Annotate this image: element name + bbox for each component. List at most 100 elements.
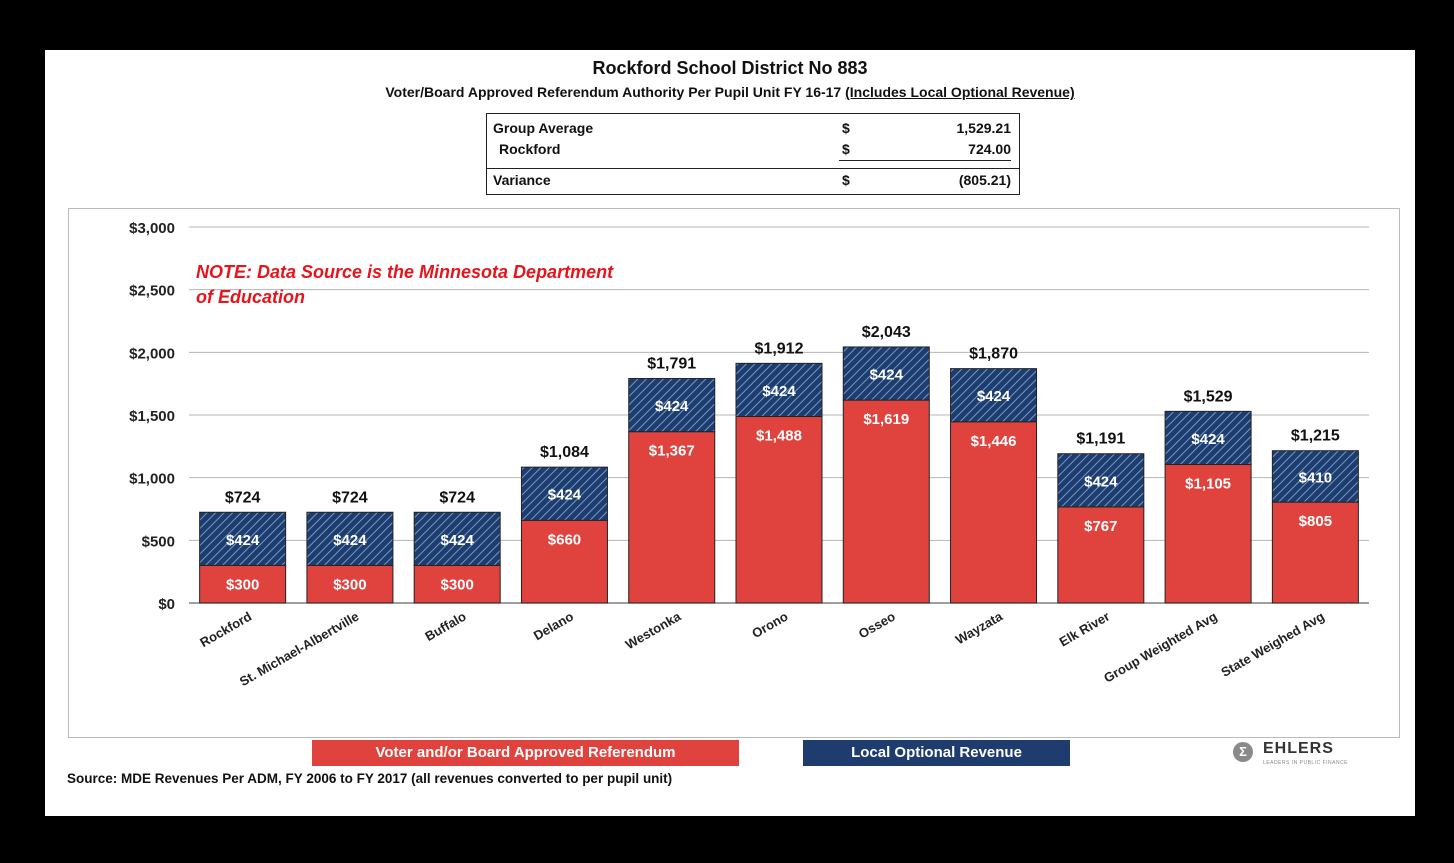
total-label: $724 (439, 489, 475, 506)
y-tick-label: $2,500 (129, 283, 175, 300)
summary-amount: 724.00 (968, 141, 1011, 157)
summary-label: Group Average (493, 120, 594, 136)
total-label: $1,870 (969, 346, 1018, 363)
bar-referendum (1164, 464, 1252, 604)
summary-row-rockford: Rockford $ 724.00 (487, 141, 1019, 161)
total-label: $1,912 (755, 340, 804, 357)
chart-title: Rockford School District No 883 (592, 58, 868, 78)
data-label-local-optional-revenue: $424 (977, 388, 1011, 405)
x-tick-label: Buffalo (422, 609, 468, 644)
bar-referendum (950, 421, 1038, 604)
bar-referendum (520, 519, 608, 604)
data-label-referendum: $1,446 (971, 433, 1017, 450)
legend-local-optional-revenue: Local Optional Revenue (803, 740, 1070, 766)
bar-referendum (842, 399, 930, 604)
summary-dollar: $ (842, 172, 850, 188)
bar-local-optional-revenue (628, 378, 716, 433)
legend-referendum: Voter and/or Board Approved Referendum (312, 740, 739, 766)
summary-table: Group Average $ 1,529.21 Rockford $ 724.… (486, 113, 1020, 195)
data-label-local-optional-revenue: $424 (548, 487, 582, 504)
data-label-referendum: $1,105 (1185, 476, 1231, 493)
x-tick-label: St. Michael-Albertville (237, 609, 361, 690)
total-label: $1,215 (1291, 428, 1340, 445)
summary-amount: 1,529.21 (956, 120, 1012, 136)
bar-referendum (1271, 501, 1359, 604)
x-tick-label: State Weighed Avg (1218, 609, 1326, 680)
bar-local-optional-revenue (1164, 410, 1252, 466)
logo-wordmark: EHLERS (1263, 740, 1334, 757)
logo-tagline: LEADERS IN PUBLIC FINANCE (1263, 760, 1349, 766)
bar-local-optional-revenue (842, 346, 930, 401)
summary-dollar: $ (842, 120, 850, 136)
chart-subtitle: Voter/Board Approved Referendum Authorit… (45, 84, 1415, 100)
data-label-referendum: $300 (440, 576, 473, 593)
data-label-local-optional-revenue: $424 (1084, 473, 1118, 490)
report-page: Rockford School District No 883 Voter/Bo… (45, 50, 1415, 816)
total-label: $724 (225, 489, 261, 506)
x-tick-label: Delano (531, 609, 576, 644)
data-label-referendum: $300 (333, 576, 366, 593)
summary-dollar: $ (842, 141, 850, 157)
subtitle-main: Voter/Board Approved Referendum Authorit… (385, 84, 842, 100)
x-tick-label: Wayzata (953, 608, 1006, 647)
data-label-local-optional-revenue: $424 (226, 532, 260, 549)
x-tick-label: Elk River (1057, 609, 1113, 650)
data-label-local-optional-revenue: $424 (870, 367, 904, 384)
y-tick-label: $1,000 (129, 471, 175, 488)
bar-local-optional-revenue (520, 466, 608, 521)
summary-row-variance: Variance $ (805.21) (487, 172, 1019, 192)
bar-referendum (735, 416, 823, 604)
bar-local-optional-revenue (950, 368, 1038, 423)
ehlers-logo: Σ EHLERS LEADERS IN PUBLIC FINANCE (1233, 738, 1393, 770)
bar-referendum (628, 431, 716, 604)
y-tick-label: $500 (142, 533, 175, 550)
source-footnote: Source: MDE Revenues Per ADM, FY 2006 to… (67, 771, 673, 786)
bar-local-optional-revenue (735, 362, 823, 418)
y-tick-label: $1,500 (129, 408, 175, 425)
data-label-referendum: $660 (548, 531, 581, 548)
total-label: $2,043 (862, 324, 911, 341)
summary-label: Variance (493, 172, 551, 188)
total-label: $1,084 (540, 444, 589, 461)
summary-divider (487, 168, 1019, 169)
bar-local-optional-revenue (1057, 453, 1145, 508)
data-source-note: NOTE: Data Source is the Minnesota Depar… (196, 262, 614, 307)
bar-referendum (1057, 506, 1145, 604)
bar-local-optional-revenue (1271, 450, 1359, 503)
y-tick-label: $2,000 (129, 345, 175, 362)
data-label-local-optional-revenue: $410 (1299, 469, 1332, 486)
data-label-referendum: $1,619 (863, 411, 909, 428)
data-label-referendum: $1,367 (649, 443, 695, 460)
y-tick-label: $3,000 (129, 220, 175, 237)
bar-local-optional-revenue (413, 511, 501, 566)
data-label-local-optional-revenue: $424 (1191, 431, 1225, 448)
total-label: $724 (332, 489, 368, 506)
bar-referendum (199, 564, 287, 604)
data-label-referendum: $300 (226, 576, 259, 593)
summary-row-group-average: Group Average $ 1,529.21 (487, 120, 1019, 140)
x-tick-label: Osseo (856, 609, 898, 642)
summary-label: Rockford (499, 141, 561, 157)
sigma-icon: Σ (1233, 742, 1253, 762)
chart-area: $0 $500 $1,000 $1,500 $2,000 $2,500 $3,000 $300… (68, 208, 1400, 738)
data-label-referendum: $1,488 (756, 428, 802, 445)
bar-local-optional-revenue (199, 511, 287, 566)
subtitle-emphasis: (Includes Local Optional Revenue) (845, 84, 1075, 100)
data-label-referendum: $805 (1299, 513, 1332, 530)
x-tick-label: Rockford (197, 609, 254, 651)
x-tick-label: Westonka (623, 608, 684, 652)
data-label-local-optional-revenue: $424 (762, 383, 796, 400)
data-label-local-optional-revenue: $424 (655, 398, 689, 415)
total-label: $1,791 (647, 356, 696, 373)
y-tick-label: $0 (158, 596, 175, 613)
bar-local-optional-revenue (306, 511, 394, 566)
data-label-referendum: $767 (1084, 518, 1117, 535)
total-label: $1,191 (1076, 431, 1125, 448)
summary-amount: (805.21) (958, 172, 1011, 188)
x-tick-label: Group Weighted Avg (1101, 609, 1219, 686)
summary-underline (839, 160, 1011, 161)
data-label-local-optional-revenue: $424 (440, 532, 474, 549)
x-tick-label: Orono (749, 609, 790, 642)
stacked-bar-chart: $0 $500 $1,000 $1,500 $2,000 $2,500 $3,000 $300… (129, 220, 1369, 690)
total-label: $1,529 (1184, 388, 1233, 405)
